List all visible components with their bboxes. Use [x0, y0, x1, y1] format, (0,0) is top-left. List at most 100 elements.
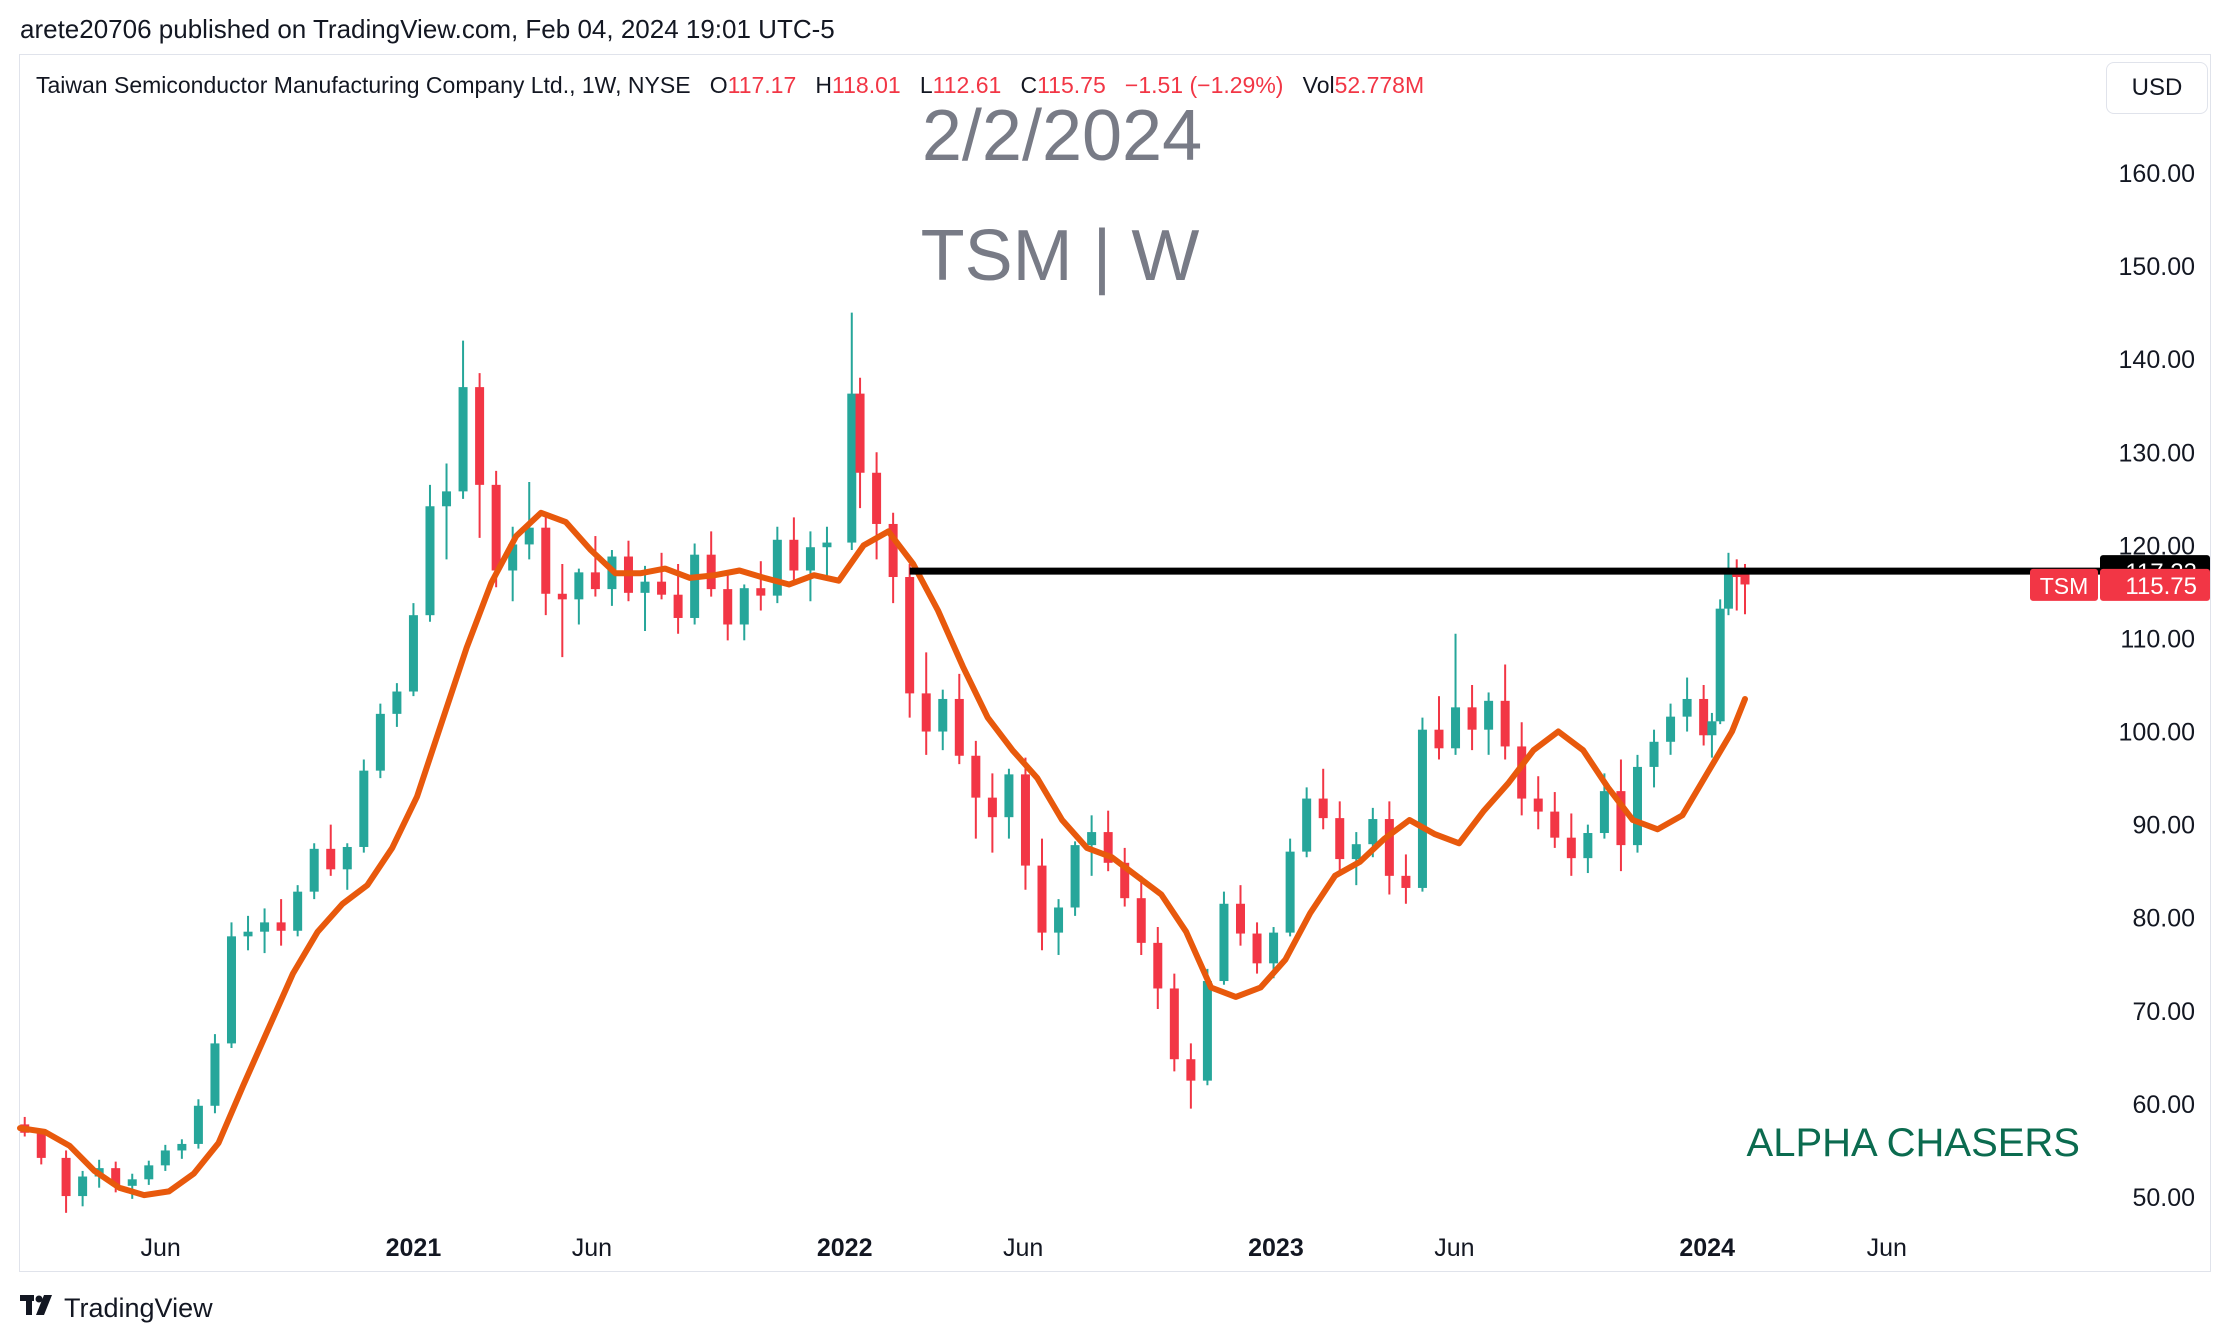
- candle-body: [1484, 700, 1494, 730]
- candle-body: [375, 713, 385, 771]
- x-tick-label: 2022: [817, 1234, 873, 1262]
- candle-body: [1723, 571, 1733, 609]
- y-tick-label: 70.00: [2132, 998, 2195, 1026]
- candle-body: [144, 1165, 154, 1180]
- candle-body: [723, 589, 733, 625]
- candle-body: [1533, 798, 1543, 812]
- last-price-label: 115.75: [2125, 573, 2197, 600]
- candle-body: [1682, 698, 1692, 717]
- open-value: 117.17: [727, 72, 797, 98]
- candle-body: [1434, 729, 1444, 749]
- change-value: −1.51 (−1.29%): [1124, 72, 1284, 98]
- candle-body: [243, 931, 253, 937]
- candle-body: [1649, 741, 1659, 767]
- candle-body: [1120, 862, 1130, 899]
- volume-value: 52.778M: [1334, 72, 1425, 98]
- candle-body: [1351, 844, 1361, 860]
- candle-body: [855, 393, 865, 473]
- candle-body: [1467, 707, 1477, 730]
- candle-body: [1285, 851, 1295, 933]
- candle-body: [690, 554, 700, 618]
- chart-title: 2/2/2024: [922, 96, 1202, 176]
- candle-body: [508, 544, 518, 571]
- candle-body: [36, 1132, 46, 1158]
- candle-body: [1417, 729, 1427, 888]
- candle-body: [574, 572, 584, 600]
- candle-body: [1707, 721, 1717, 736]
- candle-body: [491, 484, 501, 571]
- symbol-legend[interactable]: Taiwan Semiconductor Manufacturing Compa…: [36, 72, 1424, 99]
- candle-body: [1583, 833, 1593, 859]
- candle-body: [888, 523, 898, 578]
- candle-body: [1740, 571, 1750, 585]
- candle-body: [1517, 746, 1527, 799]
- candle-body: [822, 542, 832, 548]
- x-tick-label: 2021: [386, 1234, 442, 1262]
- candle-body: [1384, 819, 1394, 876]
- candle-body: [475, 387, 485, 485]
- candle-body: [1252, 933, 1262, 964]
- candle-body: [1235, 903, 1245, 934]
- volume-label: Vol: [1302, 72, 1335, 98]
- symbol-description[interactable]: Taiwan Semiconductor Manufacturing Compa…: [36, 72, 691, 98]
- x-tick-label: 2023: [1248, 1234, 1304, 1262]
- candle-body: [1318, 798, 1328, 819]
- y-tick-label: 150.00: [2119, 253, 2195, 281]
- currency-button[interactable]: USD: [2106, 62, 2208, 114]
- candle-body: [657, 581, 667, 595]
- tradingview-logo[interactable]: TradingView: [20, 1292, 213, 1324]
- y-tick-label: 110.00: [2120, 625, 2195, 653]
- x-tick-label: Jun: [1003, 1234, 1043, 1262]
- candle-body: [1153, 942, 1163, 989]
- x-tick-label: 2024: [1679, 1234, 1735, 1262]
- candle-body: [1269, 932, 1279, 964]
- candle-body: [61, 1157, 71, 1197]
- x-tick-label: Jun: [1867, 1234, 1907, 1262]
- candle-body: [276, 922, 286, 931]
- candle-body: [1335, 818, 1345, 860]
- candle-body: [1500, 700, 1510, 747]
- symbol-tag-label: TSM: [2040, 573, 2089, 599]
- candle-body: [1401, 875, 1411, 888]
- y-tick-label: 140.00: [2119, 346, 2195, 374]
- candle-body: [954, 698, 964, 756]
- candle-body: [1020, 774, 1030, 866]
- candle-body: [1004, 774, 1014, 818]
- candle-body: [425, 506, 435, 616]
- candle-body: [160, 1150, 170, 1166]
- candle-body: [847, 393, 857, 543]
- x-tick-label: Jun: [140, 1234, 180, 1262]
- candle-body: [210, 1043, 220, 1106]
- candle-body: [557, 593, 567, 600]
- candle-body: [1368, 819, 1378, 845]
- candle-body: [739, 588, 749, 625]
- candle-body: [1169, 988, 1179, 1060]
- y-tick-label: 80.00: [2132, 905, 2195, 933]
- publisher-line: arete20706 published on TradingView.com,…: [20, 14, 835, 44]
- y-tick-label: 60.00: [2132, 1091, 2195, 1119]
- candle-body: [905, 577, 915, 694]
- candle-body: [111, 1168, 121, 1186]
- candle-body: [293, 891, 303, 931]
- candle-body: [987, 797, 997, 818]
- candle-body: [1715, 608, 1725, 722]
- candle-body: [458, 387, 468, 492]
- candle-body: [541, 527, 551, 594]
- candle-body: [392, 691, 402, 714]
- y-tick-label: 160.00: [2119, 160, 2195, 188]
- chart-panel[interactable]: [19, 54, 2211, 1272]
- candle-body: [442, 491, 452, 507]
- candle-body: [1616, 791, 1626, 846]
- alpha-chasers-watermark: ALPHA CHASERS: [1747, 1121, 2080, 1165]
- candle-body: [805, 547, 815, 571]
- high-value: 118.01: [832, 72, 901, 98]
- candle-body: [1666, 716, 1676, 742]
- candle-body: [772, 539, 782, 596]
- candle-body: [1186, 1059, 1196, 1081]
- open-label: O: [709, 72, 728, 98]
- candle-body: [260, 922, 270, 932]
- candle-body: [309, 848, 319, 892]
- candle-body: [640, 581, 650, 593]
- candle-body: [1550, 811, 1560, 838]
